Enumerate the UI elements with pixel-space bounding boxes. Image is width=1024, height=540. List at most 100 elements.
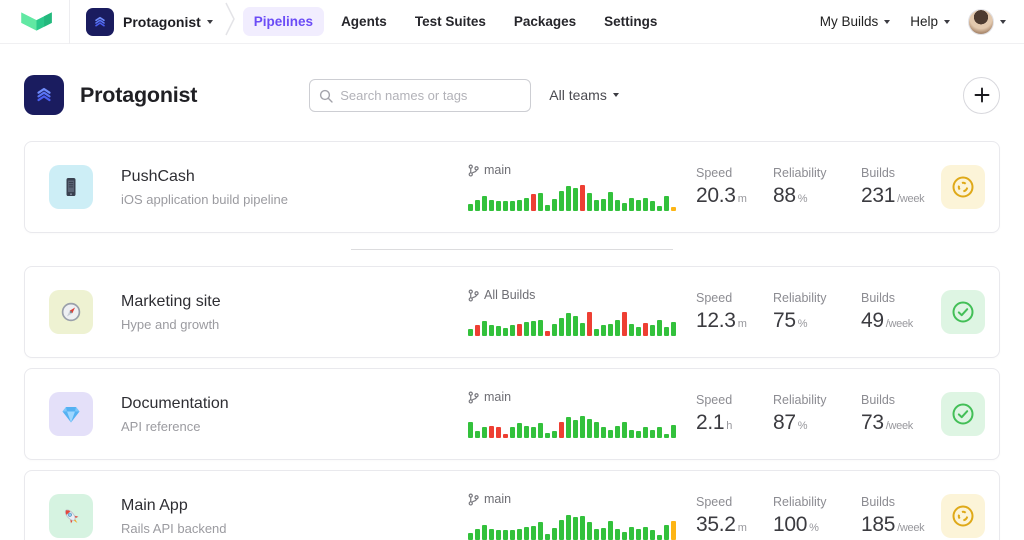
build-bar[interactable] bbox=[510, 530, 515, 540]
build-bar[interactable] bbox=[573, 188, 578, 211]
build-bar[interactable] bbox=[580, 516, 585, 540]
build-bar[interactable] bbox=[643, 527, 648, 540]
build-bar[interactable] bbox=[475, 200, 480, 211]
build-bar[interactable] bbox=[664, 434, 669, 438]
nav-item-test-suites[interactable]: Test Suites bbox=[414, 14, 486, 29]
build-bar[interactable] bbox=[594, 529, 599, 540]
menu-help[interactable]: Help bbox=[902, 8, 958, 35]
build-bar[interactable] bbox=[636, 529, 641, 540]
build-bar[interactable] bbox=[629, 198, 634, 211]
build-bar[interactable] bbox=[496, 326, 501, 336]
build-bar[interactable] bbox=[587, 193, 592, 211]
build-bar[interactable] bbox=[545, 433, 550, 438]
build-bar[interactable] bbox=[580, 185, 585, 211]
build-bar[interactable] bbox=[629, 324, 634, 336]
build-bar[interactable] bbox=[615, 529, 620, 540]
build-bar[interactable] bbox=[664, 196, 669, 211]
build-bar[interactable] bbox=[608, 192, 613, 211]
teams-filter-dropdown[interactable]: All teams bbox=[549, 87, 619, 103]
build-bar[interactable] bbox=[650, 530, 655, 540]
status-tile[interactable] bbox=[941, 290, 985, 334]
build-bar[interactable] bbox=[566, 515, 571, 540]
build-bar[interactable] bbox=[482, 321, 487, 336]
build-bar[interactable] bbox=[524, 198, 529, 211]
build-bar[interactable] bbox=[489, 325, 494, 336]
build-bar[interactable] bbox=[671, 425, 676, 438]
build-bar[interactable] bbox=[657, 206, 662, 211]
build-bar[interactable] bbox=[601, 528, 606, 540]
build-bar[interactable] bbox=[573, 316, 578, 336]
build-bar[interactable] bbox=[566, 186, 571, 211]
build-bar[interactable] bbox=[517, 423, 522, 438]
build-bar[interactable] bbox=[629, 430, 634, 438]
build-bar[interactable] bbox=[587, 419, 592, 438]
build-bar[interactable] bbox=[622, 203, 627, 211]
build-bar[interactable] bbox=[657, 427, 662, 438]
build-bar[interactable] bbox=[587, 522, 592, 540]
buildkite-logo-icon[interactable] bbox=[20, 11, 53, 32]
build-bar[interactable] bbox=[510, 201, 515, 211]
build-bar[interactable] bbox=[475, 529, 480, 540]
build-bar[interactable] bbox=[538, 193, 543, 211]
build-bar[interactable] bbox=[503, 328, 508, 336]
build-bar[interactable] bbox=[650, 325, 655, 336]
build-bar[interactable] bbox=[671, 207, 676, 211]
org-switcher[interactable]: Protagonist bbox=[86, 7, 213, 36]
pipeline-name[interactable]: Marketing site bbox=[121, 292, 221, 310]
status-tile[interactable] bbox=[941, 392, 985, 436]
nav-item-agents[interactable]: Agents bbox=[341, 14, 387, 29]
build-bar[interactable] bbox=[496, 201, 501, 211]
build-bar[interactable] bbox=[622, 312, 627, 336]
pipeline-name[interactable]: Documentation bbox=[121, 394, 229, 412]
nav-item-pipelines[interactable]: Pipelines bbox=[242, 7, 325, 36]
build-bar[interactable] bbox=[531, 427, 536, 438]
build-bar[interactable] bbox=[482, 525, 487, 540]
build-bar[interactable] bbox=[636, 327, 641, 336]
build-bar[interactable] bbox=[671, 521, 676, 540]
build-bar[interactable] bbox=[524, 322, 529, 336]
build-bar[interactable] bbox=[643, 198, 648, 211]
status-tile[interactable] bbox=[941, 494, 985, 538]
menu-my-builds[interactable]: My Builds bbox=[812, 8, 899, 35]
build-bar[interactable] bbox=[552, 528, 557, 540]
build-bar[interactable] bbox=[489, 200, 494, 211]
branch-filter[interactable]: All Builds bbox=[468, 288, 672, 302]
user-avatar[interactable] bbox=[968, 8, 994, 35]
build-bar[interactable] bbox=[489, 529, 494, 540]
build-bar[interactable] bbox=[629, 527, 634, 540]
user-menu[interactable] bbox=[968, 8, 1006, 35]
build-bar[interactable] bbox=[664, 327, 669, 336]
build-bar[interactable] bbox=[643, 427, 648, 438]
build-bar[interactable] bbox=[482, 427, 487, 438]
build-bar[interactable] bbox=[496, 427, 501, 438]
build-bar[interactable] bbox=[615, 426, 620, 438]
build-bar[interactable] bbox=[615, 200, 620, 211]
build-bar[interactable] bbox=[531, 321, 536, 336]
build-bar[interactable] bbox=[517, 529, 522, 540]
build-bar[interactable] bbox=[524, 527, 529, 540]
build-bar[interactable] bbox=[566, 417, 571, 438]
build-bar[interactable] bbox=[510, 325, 515, 336]
branch-filter[interactable]: main bbox=[468, 163, 672, 177]
build-bar[interactable] bbox=[482, 196, 487, 211]
build-bar[interactable] bbox=[552, 431, 557, 438]
build-bar[interactable] bbox=[636, 200, 641, 211]
build-bar[interactable] bbox=[657, 535, 662, 540]
build-bar[interactable] bbox=[503, 434, 508, 438]
nav-item-settings[interactable]: Settings bbox=[604, 14, 658, 29]
pipeline-row[interactable]: PushCash iOS application build pipeline … bbox=[24, 141, 1000, 233]
build-bar[interactable] bbox=[496, 530, 501, 540]
pipeline-row[interactable]: Documentation API reference main Speed 2… bbox=[24, 368, 1000, 460]
build-bar[interactable] bbox=[475, 325, 480, 336]
build-bar[interactable] bbox=[622, 422, 627, 438]
build-bar[interactable] bbox=[608, 521, 613, 540]
build-bar[interactable] bbox=[636, 431, 641, 438]
build-bar[interactable] bbox=[650, 430, 655, 438]
build-bar[interactable] bbox=[538, 423, 543, 438]
build-bar[interactable] bbox=[601, 427, 606, 438]
build-bar[interactable] bbox=[538, 522, 543, 540]
new-pipeline-button[interactable] bbox=[963, 76, 1000, 114]
build-bar[interactable] bbox=[601, 325, 606, 336]
build-bar[interactable] bbox=[545, 205, 550, 211]
branch-filter[interactable]: main bbox=[468, 492, 672, 506]
